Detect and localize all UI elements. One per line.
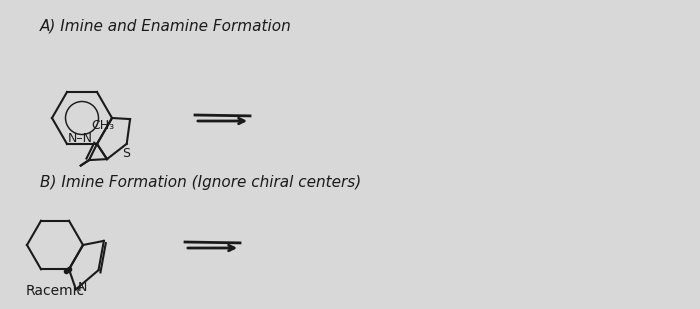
Text: N: N [78, 281, 88, 294]
Text: A) Imine and Enamine Formation: A) Imine and Enamine Formation [40, 18, 292, 33]
Text: CH₃: CH₃ [92, 119, 115, 133]
Text: B) Imine Formation (Ignore chiral centers): B) Imine Formation (Ignore chiral center… [40, 175, 361, 190]
Text: S: S [122, 147, 130, 160]
Text: Racemic: Racemic [25, 284, 85, 298]
Text: N–N: N–N [68, 133, 92, 146]
